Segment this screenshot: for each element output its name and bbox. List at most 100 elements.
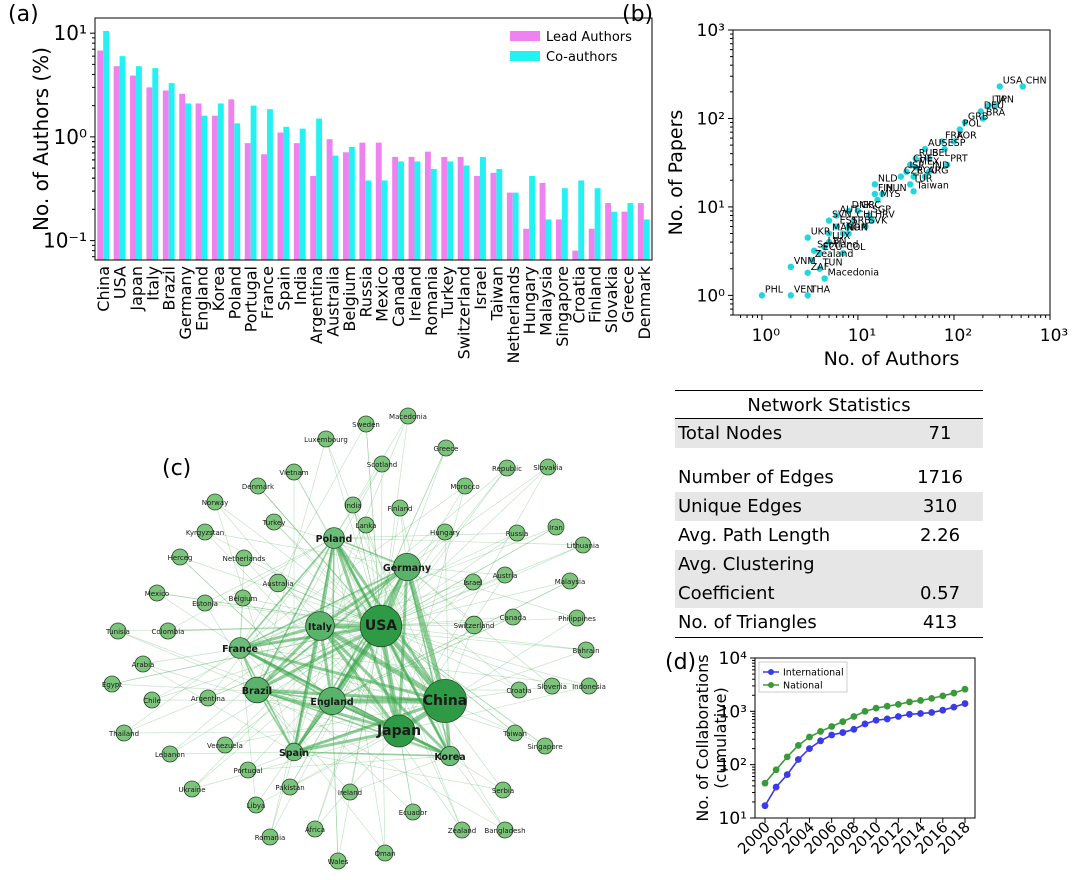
- network-node-label: Vietnam: [279, 469, 308, 477]
- network-edge: [332, 701, 338, 861]
- bar-co: [578, 180, 584, 260]
- bar-lead: [228, 99, 234, 260]
- series-point: [950, 690, 957, 697]
- network-node-label: France: [222, 644, 258, 655]
- series-point: [884, 703, 891, 710]
- series-point: [773, 766, 780, 773]
- stats-row: Avg. Clustering: [675, 550, 983, 579]
- network-node-label: Norway: [202, 499, 229, 507]
- bar-lead: [179, 94, 185, 260]
- network-node-label: Austria: [493, 572, 518, 580]
- bar-co: [382, 180, 388, 260]
- bar-co: [627, 203, 633, 260]
- network-node-label: Israel: [463, 579, 482, 587]
- stats-row: Total Nodes 71: [675, 419, 983, 448]
- network-node-label: Argentina: [191, 695, 225, 703]
- bar-co: [398, 161, 404, 260]
- network-node-label: Bangladesh: [484, 827, 525, 835]
- network-node-label: Japan: [376, 723, 421, 739]
- scatter-authors-vs-papers: 10⁰10⁰10¹10¹10²10²10³10³USA CHNJPNITADEUB…: [640, 0, 1073, 380]
- network-node-label: India: [344, 502, 361, 510]
- legend-swatch: [510, 51, 540, 61]
- y-tick-label: 10¹: [719, 809, 747, 829]
- network-node-label: Singapore: [527, 743, 562, 751]
- bar-lead: [474, 176, 480, 260]
- bar-co: [529, 176, 535, 260]
- network-node-label: Brazil: [242, 686, 272, 697]
- series-point: [917, 697, 924, 704]
- network-node-label: Luxembourg: [304, 436, 348, 444]
- series-point: [795, 756, 802, 763]
- bar-lead: [327, 139, 333, 260]
- series-point: [850, 713, 857, 720]
- network-node-label: Scotland: [367, 461, 397, 469]
- bar-lead: [97, 51, 103, 260]
- network-node-label: Greece: [434, 445, 459, 453]
- bar-lead: [146, 87, 152, 260]
- network-node-label: Estonia: [192, 600, 218, 608]
- collaboration-network: USAChinaJapanItalyGermanyEnglandBrazilFr…: [0, 380, 660, 880]
- network-node-label: Philippines: [558, 615, 596, 623]
- series-point: [817, 728, 824, 735]
- network-node-label: Taiwan: [502, 730, 527, 738]
- network-node-label: Iran: [549, 524, 563, 532]
- bar-co: [464, 165, 470, 260]
- network-stats-table: Network Statistics Total Nodes 71 Number…: [675, 390, 983, 638]
- stats-key: Avg. Clustering: [675, 554, 897, 575]
- bar-lead: [359, 143, 365, 260]
- bar-co: [611, 212, 617, 260]
- y-tick-label: 10³: [697, 21, 725, 41]
- series-line: [765, 689, 965, 783]
- network-node-label: Finland: [387, 505, 412, 513]
- network-node-label: Canada: [500, 614, 527, 622]
- series-point: [806, 734, 813, 741]
- bar-co: [218, 103, 224, 260]
- network-node-label: Colombia: [152, 628, 185, 636]
- series-line: [765, 704, 965, 806]
- scatter-label: ESP: [948, 138, 966, 149]
- network-node-label: USA: [365, 618, 397, 634]
- series-point: [906, 711, 913, 718]
- legend-marker: [768, 669, 774, 675]
- series-point: [839, 718, 846, 725]
- network-node-label: Venezuela: [207, 742, 243, 750]
- stats-row: Coefficient 0.57: [675, 579, 983, 608]
- network-node-label: Arabia: [132, 661, 155, 669]
- bar-co: [349, 147, 355, 260]
- y-axis-label: No. of Papers: [665, 110, 687, 236]
- bar-lead: [622, 212, 628, 260]
- network-node-label: Ecuador: [399, 809, 428, 817]
- bar-co: [152, 68, 158, 260]
- bar-lead: [376, 143, 382, 260]
- y-tick-label: 10⁻¹: [43, 229, 87, 253]
- bar-co: [234, 123, 240, 260]
- network-node-label: Russia: [506, 530, 529, 538]
- series-point: [917, 710, 924, 717]
- bar-co: [316, 119, 322, 260]
- network-node-label: Korea: [434, 752, 465, 763]
- scatter-label: IRN: [852, 223, 869, 234]
- series-point: [839, 729, 846, 736]
- stats-title: Network Statistics: [675, 390, 983, 419]
- bar-co: [169, 83, 175, 260]
- series-point: [939, 692, 946, 699]
- network-node-label: Germany: [383, 563, 432, 574]
- y-axis-label: No. of Collaborations: [693, 654, 712, 821]
- network-node-label: Turkey: [262, 519, 286, 527]
- network-node-label: Lanka: [356, 522, 377, 530]
- stats-key: Total Nodes: [675, 423, 897, 444]
- bar-co: [300, 129, 306, 260]
- bar-co: [251, 106, 257, 260]
- bar-co: [267, 109, 273, 260]
- bar-co: [513, 193, 519, 260]
- network-node-label: Pakistan: [275, 784, 304, 792]
- legend-swatch: [510, 31, 540, 41]
- bar-lead: [196, 103, 202, 260]
- bar-co: [365, 180, 371, 260]
- network-node-label: Sweden: [352, 421, 380, 429]
- bar-co: [480, 157, 486, 260]
- scatter-label: PRT: [950, 154, 968, 165]
- network-edge: [381, 464, 382, 626]
- network-node-label: Oman: [374, 850, 395, 858]
- series-point: [873, 705, 880, 712]
